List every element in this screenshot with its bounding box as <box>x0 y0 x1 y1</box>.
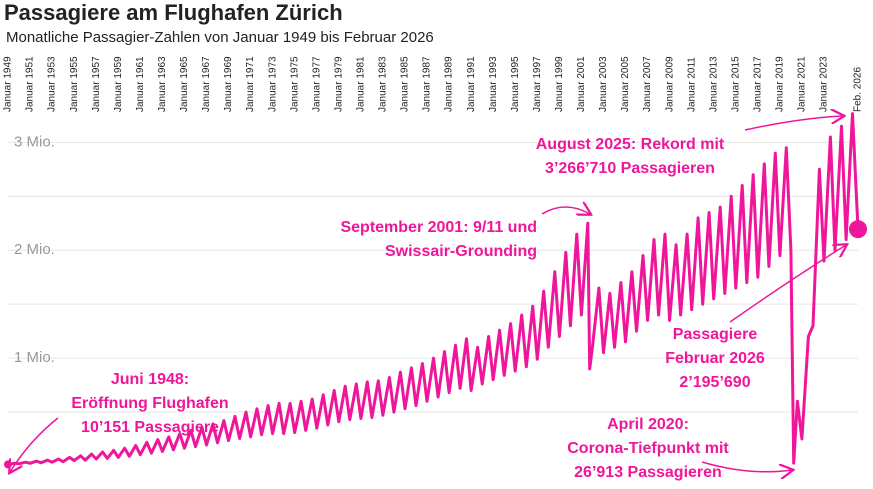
x-tick-label: Januar 1999 <box>554 56 565 112</box>
annotation: Eröffnung Flughafen <box>71 395 228 412</box>
annotation: April 2020: <box>607 416 689 433</box>
annotation: September 2001: 9/11 und <box>340 219 537 236</box>
annotation: Februar 2026 <box>665 350 765 367</box>
end-point <box>849 220 867 239</box>
y-tick-label: 1 Mio. <box>14 349 55 366</box>
x-tick-label: Januar 2009 <box>664 56 675 112</box>
y-tick-label: 3 Mio. <box>14 133 55 150</box>
x-tick-label: Januar 1985 <box>400 56 411 112</box>
x-tick-label: Januar 2023 <box>819 56 830 112</box>
x-tick-label: Januar 1983 <box>378 56 389 112</box>
arrows <box>10 116 846 472</box>
x-tick-label: Januar 2017 <box>752 56 763 112</box>
x-tick-label: Januar 1953 <box>47 56 58 112</box>
annotation: 26’913 Passagieren <box>574 464 722 481</box>
x-tick-label: Januar 1991 <box>466 56 477 112</box>
x-tick-label: Januar 1979 <box>333 56 344 112</box>
x-tick-label: Januar 1963 <box>157 56 168 112</box>
annotation: Juni 1948: <box>111 371 189 388</box>
x-tick-label: Januar 1981 <box>356 56 367 112</box>
x-tick-label: Januar 1951 <box>25 56 36 112</box>
x-tick-label: Januar 1969 <box>223 56 234 112</box>
series-line <box>7 112 860 466</box>
x-tick-label: Januar 1993 <box>488 56 499 112</box>
annotation: August 2025: Rekord mit <box>536 136 725 153</box>
x-tick-label: Januar 2011 <box>686 57 697 112</box>
annotation: 2’195’690 <box>679 374 750 391</box>
x-tick-label: Januar 1955 <box>69 56 80 112</box>
x-tick-label: Januar 1987 <box>422 56 433 112</box>
x-tick-label: Januar 1975 <box>289 56 300 112</box>
x-tick-label: Januar 2003 <box>598 56 609 112</box>
x-tick-label: Januar 1995 <box>510 56 521 112</box>
chart-title: Passagiere am Flughafen Zürich <box>4 0 343 25</box>
x-tick-label: Januar 2015 <box>730 56 741 112</box>
x-tick-label: Januar 1957 <box>91 56 102 112</box>
x-tick-label: Januar 1997 <box>532 56 543 112</box>
x-tick-label: Januar 1967 <box>201 56 212 112</box>
x-tick-label: Januar 2001 <box>576 56 587 112</box>
start-point <box>4 460 12 469</box>
x-tick-label: Januar 1989 <box>444 56 455 112</box>
x-tick-label: Januar 2007 <box>642 56 653 112</box>
x-tick-label: Januar 2021 <box>797 56 808 112</box>
x-tick-label: Januar 1949 <box>3 56 14 112</box>
x-tick-label: Januar 2013 <box>708 56 719 112</box>
x-tick-label: Januar 1973 <box>267 56 278 112</box>
annotation: Corona-Tiefpunkt mit <box>567 440 729 457</box>
annotation: Swissair-Grounding <box>385 243 537 260</box>
x-tick-label: Januar 1961 <box>135 56 146 112</box>
x-tick-label: Januar 2005 <box>620 56 631 112</box>
chart-subtitle: Monatliche Passagier-Zahlen von Januar 1… <box>6 29 434 46</box>
annotation: 10’151 Passagiere <box>81 419 219 436</box>
x-tick-label: Januar 2019 <box>775 56 786 112</box>
x-tick-label: Januar 1977 <box>311 56 322 112</box>
y-tick-label: 2 Mio. <box>14 241 55 258</box>
x-tick-label: Januar 1959 <box>113 56 124 112</box>
annotation: Passagiere <box>673 326 758 343</box>
x-tick-label: Feb. 2026 <box>853 67 864 112</box>
annotation: 3’266’710 Passagieren <box>545 160 715 177</box>
x-tick-label: Januar 1965 <box>179 56 190 112</box>
x-tick-label: Januar 1971 <box>245 56 256 112</box>
